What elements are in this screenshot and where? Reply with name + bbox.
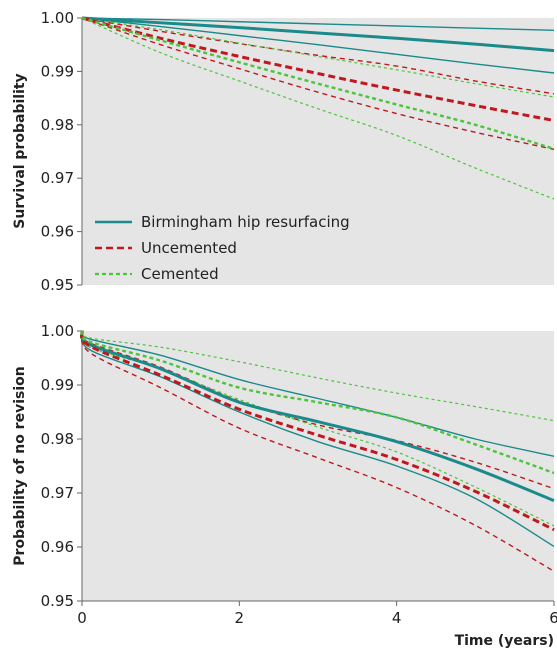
series-line-uncemented-estimate [81, 16, 555, 123]
y-tick-labels: 1.00 0.99 0.98 0.97 0.96 0.95 [41, 9, 82, 294]
series-line-birmingham-hip-resurfacing-estimate [81, 16, 555, 53]
y-tick-label: 0.97 [41, 484, 74, 502]
y-tick-label: 0.98 [41, 430, 74, 448]
plot-area [82, 331, 554, 601]
x-axis-title: Time (years) [455, 633, 554, 649]
y-tick-labels: 1.00 0.99 0.98 0.97 0.96 0.95 [41, 322, 82, 610]
y-tick-label: 1.00 [41, 9, 74, 27]
series-line-cemented-upper [80, 330, 555, 422]
series-line-uncemented-upper [81, 17, 555, 95]
series-line-uncemented-lower [80, 330, 555, 572]
series-line-cemented-estimate [80, 330, 555, 475]
x-tick-label: 6 [549, 609, 557, 627]
y-tick-label: 0.96 [41, 223, 74, 241]
survival-panel: 1.00 0.99 0.98 0.97 0.96 0.95 Survival probab… [12, 9, 555, 294]
series-line-uncemented-lower [81, 17, 555, 151]
y-tick-label: 0.97 [41, 169, 74, 187]
legend-label-uncemented: Uncemented [141, 239, 237, 257]
legend-label-bhr: Birmingham hip resurfacing [141, 213, 350, 231]
series-line-birmingham-hip-resurfacing-upper [81, 17, 555, 31]
series-line-birmingham-hip-resurfacing-lower [81, 17, 555, 74]
y-tick-label: 0.96 [41, 538, 74, 556]
y-axis-title: Probability of no revision [12, 366, 28, 565]
x-tick-label: 4 [392, 609, 402, 627]
series-line-birmingham-hip-resurfacing-upper [80, 330, 555, 457]
plot-area [82, 18, 554, 285]
series-line-uncemented-estimate [80, 330, 555, 532]
series-line-cemented-upper [81, 17, 555, 98]
y-tick-label: 0.95 [41, 592, 74, 610]
series-line-birmingham-hip-resurfacing-lower [80, 330, 555, 548]
y-tick-label: 0.98 [41, 116, 74, 134]
legend-label-cemented: Cemented [141, 265, 219, 283]
y-tick-label: 1.00 [41, 322, 74, 340]
x-tick-labels: 0 2 4 6 [77, 601, 557, 627]
y-axis-title: Survival probability [12, 73, 28, 228]
x-tick-label: 2 [235, 609, 245, 627]
x-tick-label: 0 [77, 609, 87, 627]
series-line-cemented-lower [81, 17, 555, 200]
series-lines [80, 330, 555, 572]
legend: Birmingham hip resurfacing Uncemented Ce… [95, 213, 350, 283]
y-tick-label: 0.99 [41, 62, 74, 80]
no-revision-panel: 1.00 0.99 0.98 0.97 0.96 0.95 0 2 4 6 Probabilit… [12, 322, 557, 649]
y-tick-label: 0.95 [41, 276, 74, 294]
series-line-cemented-estimate [81, 16, 555, 150]
y-tick-label: 0.99 [41, 376, 74, 394]
series-line-birmingham-hip-resurfacing-estimate [80, 330, 555, 502]
series-lines [81, 16, 555, 200]
